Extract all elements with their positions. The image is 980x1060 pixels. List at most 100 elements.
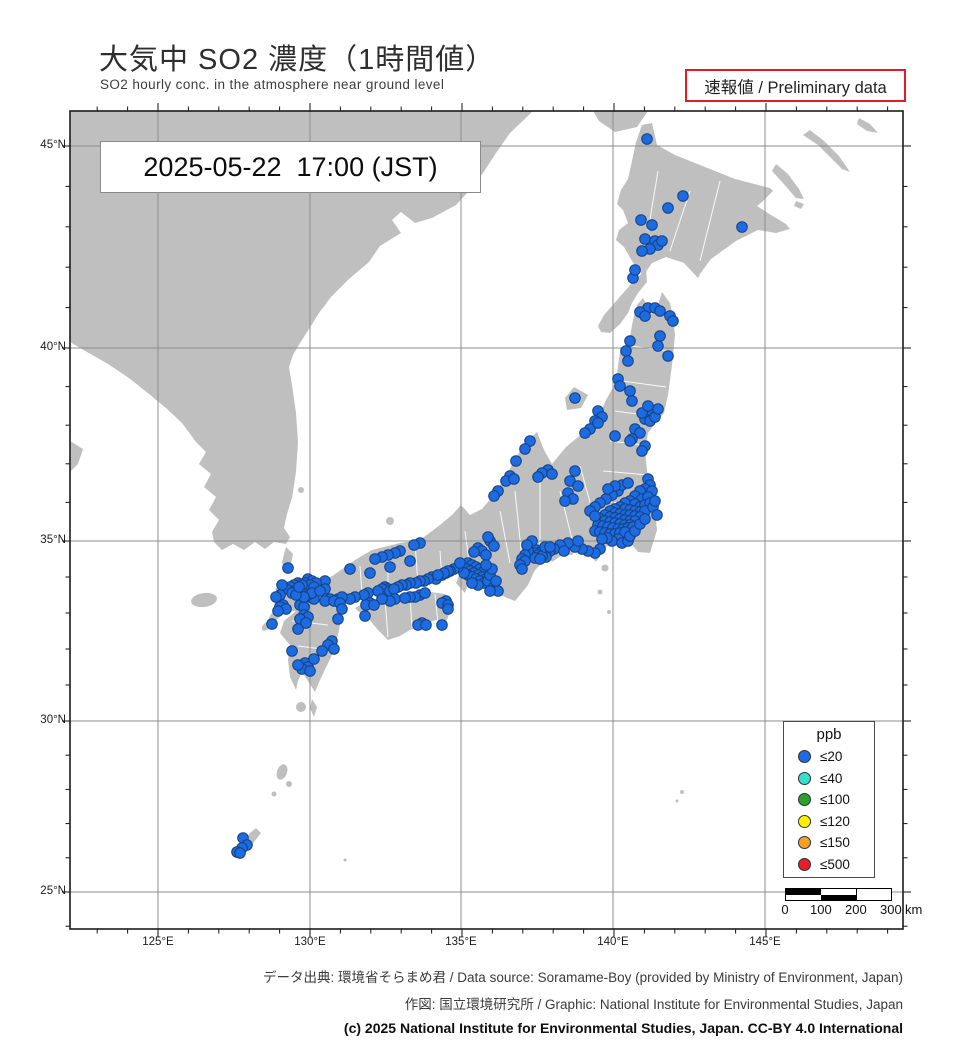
station-dot (667, 315, 679, 327)
station-dot (308, 653, 320, 665)
station-dot (634, 427, 646, 439)
station-dot (488, 540, 500, 552)
station-dot (454, 557, 466, 569)
scale-bar-labels: 0 100 200 300 km (781, 902, 933, 918)
footer-copyright: (c) 2025 National Institute for Environm… (343, 1020, 903, 1036)
station-dot (654, 330, 666, 342)
station-dot (420, 619, 432, 631)
station-dot (558, 545, 570, 557)
station-dot (624, 385, 636, 397)
timestamp-label: 2025-05-22 17:00 (JST) (143, 151, 438, 182)
ulleung (298, 487, 304, 493)
legend-row: ≤40 (784, 768, 874, 790)
station-dot (652, 403, 664, 415)
station-dot (641, 133, 653, 145)
station-dot (544, 541, 556, 553)
station-dot (276, 579, 288, 591)
station-dot (569, 465, 581, 477)
scale-bar-unit: km (905, 902, 923, 917)
station-dot (336, 603, 348, 615)
station-dot (272, 605, 284, 617)
station-dot (620, 345, 632, 357)
station-dot (282, 562, 294, 574)
station-dot (614, 380, 626, 392)
station-dot (488, 490, 500, 502)
legend-swatch-yellow (798, 814, 811, 828)
station-dot (622, 355, 634, 367)
kunashir (772, 164, 804, 199)
station-dot (388, 583, 400, 595)
iturup (803, 130, 850, 172)
station-dot (314, 585, 326, 597)
scale-bar: 0 100 200 300 km (781, 888, 933, 918)
station-dot (404, 555, 416, 567)
station-dot (292, 623, 304, 635)
station-dot (624, 335, 636, 347)
station-dot (624, 435, 636, 447)
station-dot (266, 618, 278, 630)
station-dot (376, 593, 388, 605)
footer-data-source: データ出典: 環境省そらまめ君 / Data source: Soramame-… (263, 970, 903, 985)
page-subtitle: SO2 hourly conc. in the atmosphere near … (100, 77, 445, 92)
station-dot (646, 219, 658, 231)
station-dot (559, 495, 571, 507)
legend-label: ≤120 (820, 813, 850, 829)
station-dot (369, 553, 381, 565)
legend-swatch-blue (798, 750, 811, 764)
station-dot (596, 533, 608, 545)
legend-row: ≤500 (784, 854, 874, 876)
legend-swatch-green (798, 793, 811, 807)
izu-island-1 (601, 564, 609, 572)
station-dot (468, 546, 480, 558)
lon-axis-label: 145°E (749, 936, 781, 948)
station-dot (589, 510, 601, 522)
station-dot (304, 665, 316, 677)
page-title: 大気中 SO2 濃度（1時間値） (99, 44, 496, 76)
tanegashima (310, 699, 317, 717)
amami (276, 764, 288, 780)
legend-row: ≤100 (784, 789, 874, 811)
station-dot (652, 340, 664, 352)
scale-bar-tick-label: 0 (781, 902, 789, 917)
legend-label: ≤100 (820, 792, 850, 808)
station-dot (609, 430, 621, 442)
legend-row: ≤120 (784, 811, 874, 833)
scale-bar-segment (786, 889, 821, 895)
ogasawara-speck-2 (675, 799, 679, 803)
station-dot (579, 427, 591, 439)
legend-label: ≤20 (820, 749, 843, 765)
station-dot (328, 643, 340, 655)
legend: ppb ≤20 ≤40 ≤100 ≤120 ≤150 ≤500 (783, 721, 875, 878)
station-dot (510, 455, 522, 467)
station-dot (344, 563, 356, 575)
amami-3 (271, 791, 277, 797)
legend-swatch-red (798, 857, 811, 871)
station-dot (677, 190, 689, 202)
station-dot (234, 847, 246, 859)
station-dot (466, 577, 478, 589)
jeju (191, 592, 217, 608)
station-dot (642, 400, 654, 412)
scale-bar-tick-label: 200 (845, 902, 867, 917)
kuril-ne (857, 118, 878, 133)
station-dot (662, 202, 674, 214)
daito-speck (343, 858, 347, 862)
legend-swatch-teal (798, 771, 811, 785)
station-dot (519, 443, 531, 455)
legend-label: ≤150 (820, 835, 850, 851)
izu-island-2 (597, 589, 603, 595)
lon-axis-label: 125°E (142, 936, 174, 948)
station-dot (484, 585, 496, 597)
legend-title: ppb (816, 726, 842, 743)
amami-2 (286, 781, 292, 787)
station-dot (532, 471, 544, 483)
station-dot (359, 610, 371, 622)
continent-asia (70, 111, 533, 550)
oshima-peninsula (598, 269, 647, 333)
lon-axis-label: 130°E (294, 936, 326, 948)
station-dot (270, 591, 282, 603)
timestamp-box: 2025-05-22 17:00 (JST) (100, 141, 481, 193)
station-dot (651, 509, 663, 521)
station-dot (508, 473, 520, 485)
